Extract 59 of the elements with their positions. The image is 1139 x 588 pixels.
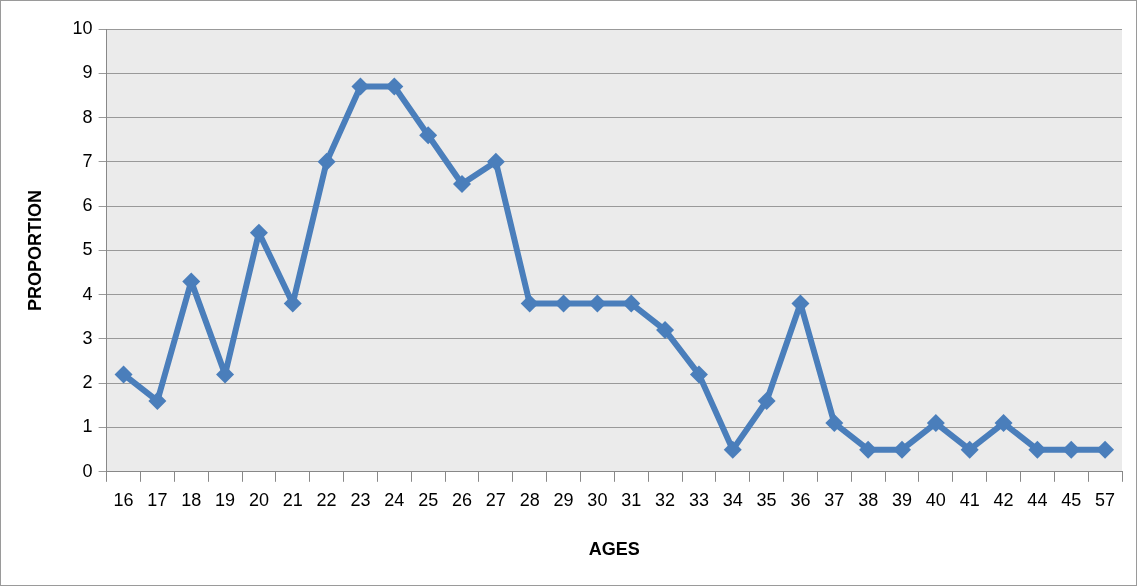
x-tick-label: 26 [451, 489, 473, 510]
x-tick-label: 41 [959, 489, 980, 510]
point [419, 126, 438, 145]
x-tick-label: 36 [790, 489, 811, 510]
x-tick-label: 23 [350, 489, 371, 510]
point [926, 414, 945, 433]
point [825, 414, 844, 433]
y-tick-label: 10 [72, 17, 93, 38]
y-tick-label: 5 [82, 239, 93, 260]
x-axis-title: AGES [588, 539, 640, 560]
y-tick-label: 7 [82, 150, 93, 171]
x-tick-label: 33 [688, 489, 709, 510]
x-tick-label: 38 [858, 489, 879, 510]
point [1096, 440, 1115, 459]
point [114, 365, 133, 384]
y-tick-label: 8 [82, 106, 93, 127]
x-tick-label: 32 [655, 489, 676, 510]
x-tick-label: 25 [418, 489, 439, 510]
x-tick-label: 16 [113, 489, 134, 510]
y-tick-label: 0 [82, 460, 93, 481]
x-tick-label: 37 [824, 489, 845, 510]
y-tick-label: 3 [82, 327, 93, 348]
point [960, 440, 979, 459]
point [757, 391, 776, 410]
point [453, 174, 471, 193]
x-tick-label: 21 [282, 489, 303, 510]
x-tick-label: 30 [587, 489, 608, 510]
x-tick-label: 40 [925, 489, 946, 510]
x-tick-label: 24 [384, 489, 405, 510]
point [486, 152, 505, 171]
y-tick-label: 6 [82, 195, 93, 216]
point [893, 440, 911, 459]
x-tick-label: 17 [147, 489, 168, 510]
point [148, 391, 167, 410]
y-tick-label: 1 [82, 416, 93, 437]
x-tick-label: 45 [1061, 489, 1082, 510]
x-tick-label: 18 [181, 489, 202, 510]
x-tick-label: 34 [722, 489, 743, 510]
x-tick-label: 19 [215, 489, 236, 510]
x-tick-label: 57 [1095, 489, 1116, 510]
x-tick-label: 35 [756, 489, 777, 510]
y-axis-title: PROPORTION [24, 189, 45, 311]
y-tick-label: 4 [82, 283, 93, 304]
point [994, 414, 1013, 433]
y-tick-label: 9 [82, 62, 93, 83]
x-tick-label: 29 [553, 489, 574, 510]
point [656, 321, 675, 340]
x-tick-label: 20 [248, 489, 269, 510]
x-tick-label: 39 [891, 489, 913, 510]
point [317, 152, 336, 171]
x-tick-label: 44 [1027, 489, 1048, 510]
point [723, 440, 742, 459]
y-tick-label: 2 [82, 372, 93, 393]
x-tick-label: 28 [519, 489, 540, 510]
x-tick-label: 27 [485, 489, 506, 510]
x-tick-label: 22 [316, 489, 337, 510]
point [689, 365, 708, 384]
x-tick-label: 31 [621, 489, 642, 510]
x-tick-label: 42 [993, 489, 1014, 510]
